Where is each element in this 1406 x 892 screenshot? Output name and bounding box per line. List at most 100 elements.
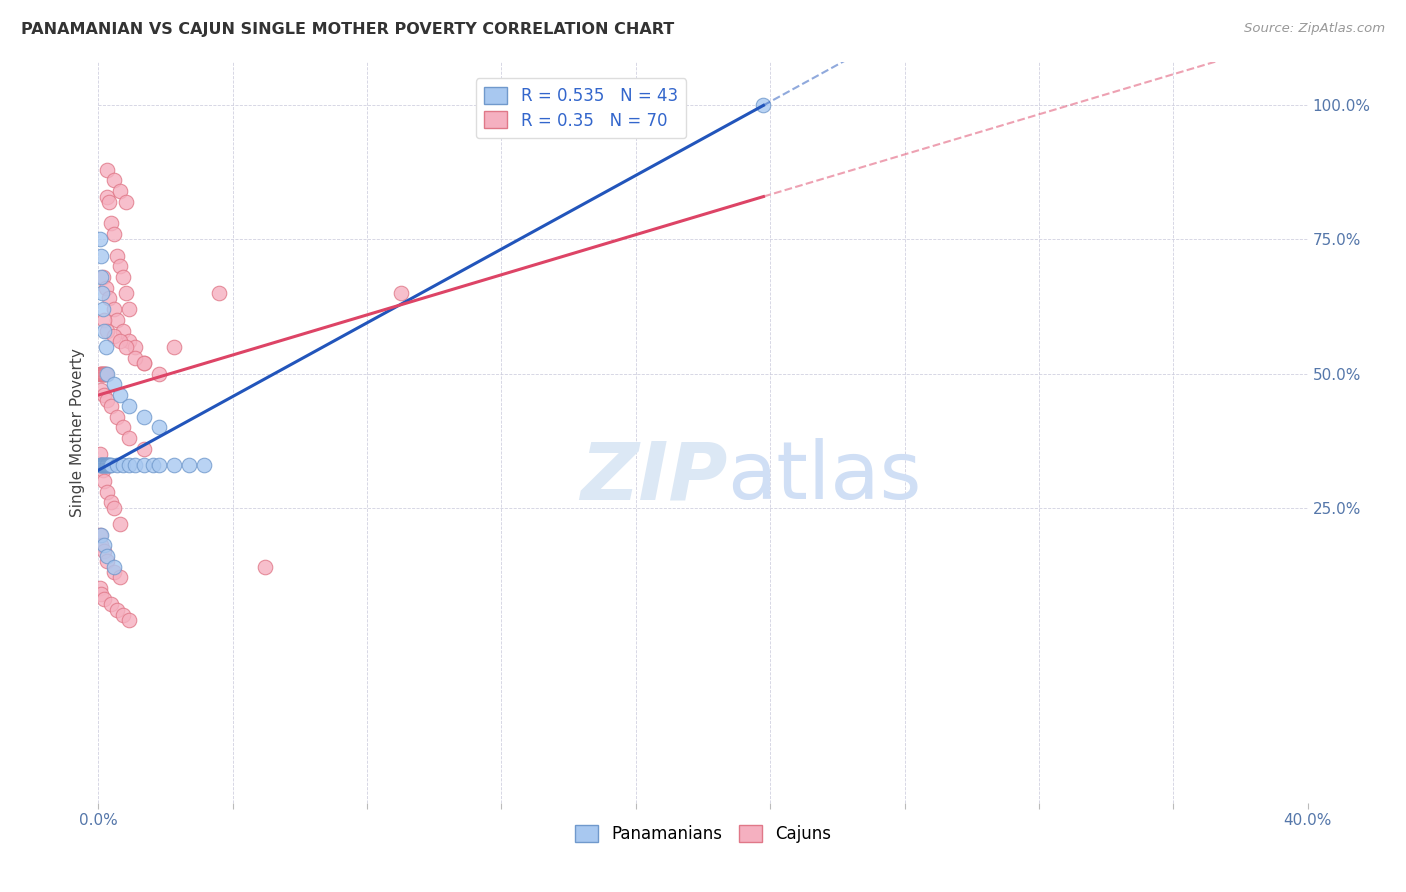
Point [132,458,155,472]
Point [118,334,141,349]
Point [89,458,111,472]
Point [89,527,111,541]
Point [103,329,125,343]
Point [132,356,155,370]
Point [389,286,412,301]
Point [108,334,131,349]
Point [89,447,111,461]
Point [132,442,155,456]
Point [111,270,134,285]
Point [253,559,276,574]
Point [91,463,114,477]
Point [89,367,111,381]
Point [142,458,165,472]
Point [93,324,115,338]
Point [96,324,118,338]
Point [100,458,122,472]
Point [90,538,112,552]
Point [90,249,112,263]
Point [108,516,131,531]
Point [752,98,775,112]
Point [118,399,141,413]
Point [118,614,141,628]
Point [90,458,112,472]
Point [132,409,155,424]
Point [103,565,125,579]
Point [100,597,122,611]
Point [94,458,117,472]
Point [96,484,118,499]
Point [91,458,114,472]
Point [111,324,134,338]
Point [105,409,128,424]
Point [105,249,128,263]
Point [118,431,141,445]
Point [98,458,121,472]
Point [98,458,121,472]
Point [132,356,155,370]
Point [103,500,125,515]
Point [90,367,112,381]
Point [105,602,128,616]
Point [208,286,231,301]
Point [108,184,131,198]
Point [124,351,146,365]
Point [98,292,121,306]
Point [100,495,122,509]
Point [96,458,118,472]
Point [96,393,118,408]
Point [93,313,115,327]
Point [118,302,141,317]
Point [93,538,115,552]
Point [103,377,125,392]
Point [94,340,117,354]
Legend: Panamanians, Cajuns: Panamanians, Cajuns [568,819,838,850]
Point [105,458,128,472]
Point [96,367,118,381]
Text: atlas: atlas [727,438,921,516]
Point [148,367,170,381]
Point [193,458,215,472]
Point [90,383,112,397]
Point [111,420,134,434]
Point [93,591,115,606]
Point [108,260,131,274]
Point [124,458,146,472]
Point [90,527,112,541]
Point [163,340,186,354]
Point [91,367,114,381]
Text: ZIP: ZIP [579,438,727,516]
Point [90,586,112,600]
Point [108,388,131,402]
Point [118,458,141,472]
Point [91,458,114,472]
Point [94,367,117,381]
Point [93,474,115,488]
Point [91,286,114,301]
Point [97,458,120,472]
Point [124,340,146,354]
Point [111,607,134,622]
Point [96,554,118,568]
Point [148,458,170,472]
Point [93,458,115,472]
Point [108,570,131,584]
Point [114,194,136,209]
Point [100,399,122,413]
Point [91,302,114,317]
Point [90,458,112,472]
Point [94,367,117,381]
Point [94,458,117,472]
Point [163,458,186,472]
Point [98,194,121,209]
Point [114,340,136,354]
Point [93,367,115,381]
Point [103,227,125,241]
Point [179,458,201,472]
Point [93,388,115,402]
Text: Source: ZipAtlas.com: Source: ZipAtlas.com [1244,22,1385,36]
Point [93,458,115,472]
Text: PANAMANIAN VS CAJUN SINGLE MOTHER POVERTY CORRELATION CHART: PANAMANIAN VS CAJUN SINGLE MOTHER POVERT… [21,22,675,37]
Point [91,367,114,381]
Point [91,270,114,285]
